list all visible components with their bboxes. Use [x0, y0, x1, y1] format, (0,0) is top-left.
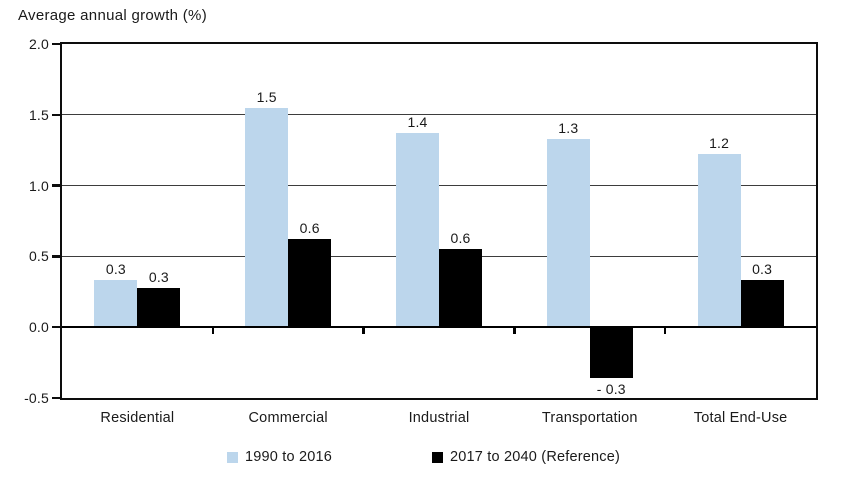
legend: 1990 to 2016 2017 to 2040 (Reference): [0, 449, 846, 469]
category-label-industrial: Industrial: [408, 410, 470, 426]
legend-item-1990-2016: 1990 to 2016: [227, 449, 332, 465]
plot-area: 0.3 1.5 1.4 1.3 1.2 0.3 0.6 0.6 - 0.3 0.3: [60, 42, 818, 400]
bar-2017-to-2040-reference--transportation: [589, 328, 633, 378]
bar-1990-to-2016-commercial: [245, 107, 289, 328]
bar-value-label-2017-to-2040-reference--transportation: - 0.3: [596, 381, 626, 397]
zero-line: [62, 325, 816, 329]
bar-value-label-2017-to-2040-reference--commercial: 0.6: [299, 220, 320, 237]
y-axis-tick-label-1.0: 1.0: [28, 177, 49, 194]
bar-2017-to-2040-reference--industrial: [439, 249, 482, 328]
legend-swatch-1990-2016: [227, 451, 238, 463]
legend-item-2017-2040: 2017 to 2040 (Reference): [432, 449, 620, 465]
legend-swatch-2017-2040: [432, 451, 443, 463]
legend-label-1990-2016: 1990 to 2016: [245, 449, 333, 465]
y-axis-tick-label-2.0: 2.0: [28, 36, 49, 52]
gridline-1: [62, 185, 816, 187]
y-axis-tick-0.5: [52, 255, 60, 258]
category-label-transportation: Transportation: [541, 410, 638, 426]
y-axis-tick-2.0: [52, 42, 60, 46]
category-label-residential: Residential: [100, 410, 175, 426]
bar-value-label-2017-to-2040-reference--industrial: 0.6: [450, 230, 471, 247]
bar-value-label-1990-to-2016-residential: 0.3: [105, 261, 126, 278]
x-axis-tick-1: [211, 327, 215, 335]
category-label-commercial: Commercial: [248, 410, 328, 426]
y-axis-tick-label-0.5: 0.5: [28, 248, 49, 265]
x-axis-labels: Residential Commercial Industrial Transport…: [62, 410, 816, 430]
y-axis-tick-0.0: [52, 325, 60, 329]
bar-1990-to-2016-industrial: [396, 133, 439, 328]
y-axis-tick-1.0: [52, 184, 60, 187]
x-axis-tick-4: [663, 327, 667, 335]
bar-1990-to-2016-residential: [94, 280, 138, 328]
bar-value-label-2017-to-2040-reference--total-end-use: 0.3: [752, 261, 773, 278]
bar-1990-to-2016-total-end-use: [697, 154, 741, 328]
gridline-1.5: [62, 114, 816, 116]
category-label-total-end-use: Total End-Use: [693, 410, 788, 426]
x-axis-tick-2: [362, 327, 365, 335]
y-axis-tick-label-1.5: 1.5: [28, 106, 49, 123]
bar-value-label-1990-to-2016-total-end-use: 1.2: [709, 135, 730, 152]
bar-value-label-2017-to-2040-reference--residential: 0.3: [148, 268, 169, 285]
legend-label-2017-2040: 2017 to 2040 (Reference): [450, 449, 621, 465]
x-axis-tick-3: [513, 327, 516, 335]
bar-value-label-1990-to-2016-industrial: 1.4: [407, 114, 428, 131]
y-axis-tick-1.5: [52, 113, 60, 117]
bar-2017-to-2040-reference--total-end-use: [740, 280, 784, 328]
bar-value-label-1990-to-2016-commercial: 1.5: [256, 88, 277, 105]
y-axis-tick--0.5: [52, 396, 60, 400]
y-axis-tick-label--0.5: -0.5: [24, 390, 49, 406]
y-axis-tick-label-0.0: 0.0: [28, 319, 49, 336]
bar-value-label-1990-to-2016-transportation: 1.3: [558, 119, 579, 136]
bar-2017-to-2040-reference--commercial: [288, 239, 332, 328]
bar-2017-to-2040-reference--residential: [137, 287, 181, 328]
bar-1990-to-2016-transportation: [546, 138, 590, 328]
chart-title: Average annual growth (%): [18, 7, 207, 24]
